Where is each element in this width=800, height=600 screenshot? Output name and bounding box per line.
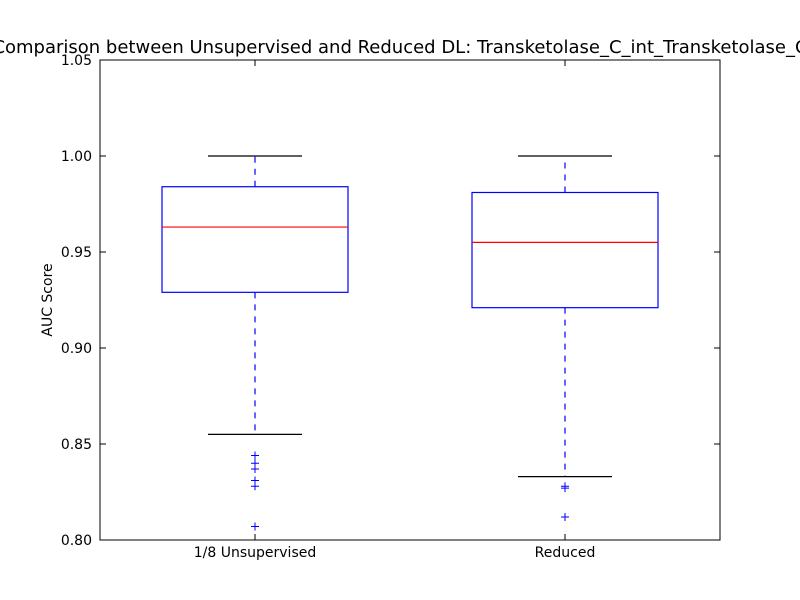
y-tick-label: 1.05 [61, 53, 92, 69]
y-tick-label: 0.80 [61, 533, 92, 549]
axes-frame [99, 59, 721, 541]
outlier-point [561, 512, 569, 521]
x-tick-label: Reduced [535, 545, 596, 561]
y-tick-label: 1.00 [61, 149, 92, 165]
y-axis-label: AUC Score [40, 263, 56, 336]
outlier-point [251, 451, 259, 460]
chart-title: Comparison between Unsupervised and Redu… [0, 37, 800, 58]
outlier-point [251, 464, 259, 473]
y-tick-label: 0.90 [61, 341, 92, 357]
y-tick-label: 0.95 [61, 245, 92, 261]
outlier-point [251, 522, 259, 531]
y-tick-label: 0.85 [61, 437, 92, 453]
box-iqr [161, 186, 349, 293]
outlier-point [251, 482, 259, 491]
plot-area: 0.80 0.85 0.90 0.95 1.00 1.05 1/8 Unsupervised… [61, 53, 721, 561]
x-tick-label: 1/8 Unsupervised [194, 545, 317, 561]
outlier-point [561, 484, 569, 493]
box-iqr [471, 191, 659, 309]
